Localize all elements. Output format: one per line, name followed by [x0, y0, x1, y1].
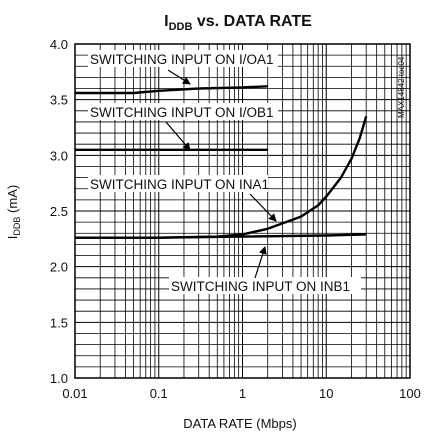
annotation-label: SWITCHING INPUT ON I/OA1 — [90, 52, 274, 67]
y-tick-label: 2.5 — [50, 204, 68, 219]
plot-frame — [74, 43, 411, 379]
chart-title-rest: vs. DATA RATE — [192, 13, 312, 30]
x-tick-label: 1 — [239, 386, 246, 401]
tick-labels: 1.0 1.5 2.0 2.5 3.0 3.5 4.0 0.01 0.1 1 10 100 — [50, 37, 421, 401]
x-tick-label: 100 — [399, 386, 421, 401]
y-axis-label-sub: DDB — [12, 217, 22, 236]
annotation-arrow — [167, 69, 191, 85]
x-tick-label: 0.1 — [150, 386, 168, 401]
y-axis-label-main: I — [5, 236, 20, 240]
annotation-label: SWITCHING INPUT ON I/OB1 — [90, 105, 274, 120]
annotation-arrow — [165, 121, 191, 151]
x-axis-label: DATA RATE (Mbps) — [183, 416, 296, 431]
annotation-bg — [169, 277, 361, 294]
annotation-label: SWITCHING INPUT ON INB1 — [171, 279, 350, 294]
y-tick-label: 1.0 — [50, 371, 68, 386]
annotations: SWITCHING INPUT ON I/OA1 SWITCHING INPUT … — [88, 50, 361, 294]
y-tick-label: 4.0 — [50, 37, 68, 52]
x-tick-label: 0.01 — [62, 386, 87, 401]
series-line-4 — [75, 233, 367, 239]
chart-title-main: I — [164, 13, 168, 30]
chart-title: IDDB vs. DATA RATE — [164, 13, 312, 33]
annotation-label: SWITCHING INPUT ON INA1 — [90, 177, 269, 192]
annotation-bg — [88, 175, 268, 192]
chart-title-sub: DDB — [169, 21, 193, 33]
annotation-arrow — [254, 246, 267, 279]
y-axis-label-rest: (mA) — [5, 185, 20, 217]
y-tick-label: 3.0 — [50, 148, 68, 163]
series-lines — [75, 85, 368, 239]
y-axis-label: IDDB (mA) — [5, 185, 22, 239]
x-tick-label: 10 — [319, 386, 333, 401]
series-line-1 — [75, 85, 268, 95]
annotation-bg — [88, 103, 278, 120]
annotation-bg — [88, 50, 278, 67]
annotation-arrow — [249, 193, 277, 222]
y-tick-label: 3.5 — [50, 93, 68, 108]
y-tick-label: 1.5 — [50, 315, 68, 330]
y-tick-label: 2.0 — [50, 260, 68, 275]
